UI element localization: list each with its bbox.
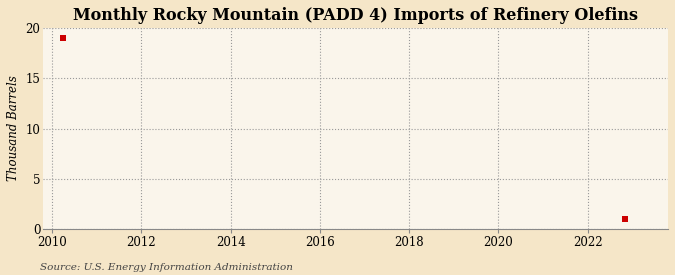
Title: Monthly Rocky Mountain (PADD 4) Imports of Refinery Olefins: Monthly Rocky Mountain (PADD 4) Imports … <box>73 7 638 24</box>
Y-axis label: Thousand Barrels: Thousand Barrels <box>7 76 20 182</box>
Text: Source: U.S. Energy Information Administration: Source: U.S. Energy Information Administ… <box>40 263 294 271</box>
